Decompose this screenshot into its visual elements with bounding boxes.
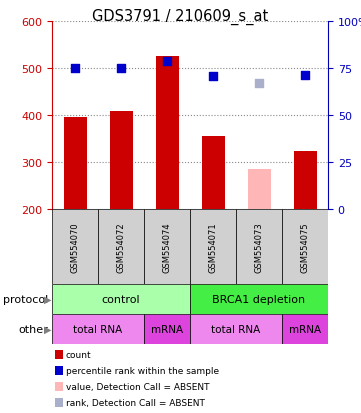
Bar [52, 209, 98, 284]
Text: GSM554073: GSM554073 [255, 222, 264, 272]
Text: BRCA1 depletion: BRCA1 depletion [212, 294, 305, 304]
Bar [190, 209, 236, 284]
Bar [248, 170, 270, 209]
Text: total RNA: total RNA [73, 324, 123, 334]
Text: percentile rank within the sample: percentile rank within the sample [66, 366, 219, 375]
Point [72, 66, 78, 72]
Bar [52, 284, 190, 314]
Bar [282, 314, 328, 344]
Text: GSM554075: GSM554075 [300, 222, 309, 272]
Text: GSM554070: GSM554070 [70, 222, 79, 272]
Bar [144, 209, 190, 284]
Text: other: other [19, 324, 48, 334]
Text: GSM554072: GSM554072 [117, 222, 126, 272]
Text: GSM554071: GSM554071 [209, 222, 217, 272]
Point [256, 81, 262, 87]
Point [210, 74, 216, 80]
Text: GSM554074: GSM554074 [162, 222, 171, 272]
Point [302, 72, 308, 79]
Bar [282, 209, 328, 284]
Text: protocol: protocol [3, 294, 48, 304]
Bar [98, 209, 144, 284]
Text: mRNA: mRNA [289, 324, 321, 334]
Bar [52, 314, 144, 344]
Text: total RNA: total RNA [212, 324, 261, 334]
Text: value, Detection Call = ABSENT: value, Detection Call = ABSENT [66, 382, 209, 391]
Bar [201, 137, 225, 209]
Bar [144, 314, 190, 344]
Text: rank, Detection Call = ABSENT: rank, Detection Call = ABSENT [66, 398, 205, 407]
Bar [190, 314, 282, 344]
Text: GDS3791 / 210609_s_at: GDS3791 / 210609_s_at [92, 9, 269, 25]
Text: ▶: ▶ [44, 294, 51, 304]
Bar [64, 118, 87, 209]
Text: control: control [102, 294, 140, 304]
Point [118, 66, 124, 72]
Bar [109, 112, 132, 209]
Bar [236, 209, 282, 284]
Text: mRNA: mRNA [151, 324, 183, 334]
Bar [156, 57, 178, 209]
Text: ▶: ▶ [44, 324, 51, 334]
Bar [293, 152, 317, 209]
Point [164, 59, 170, 65]
Bar [190, 284, 328, 314]
Text: count: count [66, 350, 91, 359]
